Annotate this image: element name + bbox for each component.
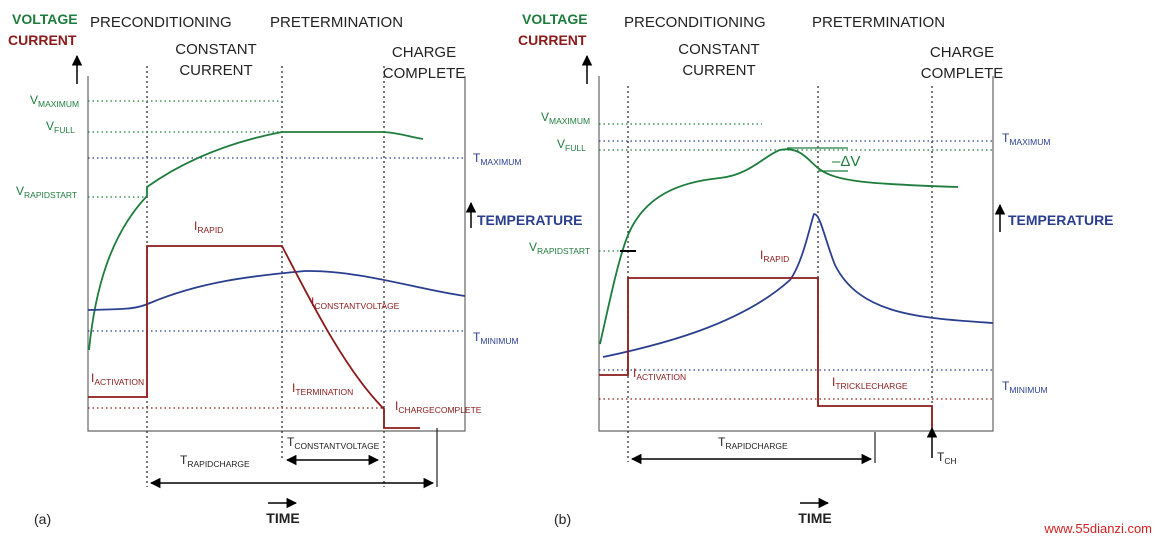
i-activation-label: IACTIVATION <box>91 371 144 387</box>
v-maximum-label: VMAXIMUM <box>541 110 590 126</box>
current-curve <box>88 245 420 429</box>
voltage-axis-label: VOLTAGE <box>522 11 588 27</box>
t-constantvoltage-label: TCONSTANTVOLTAGE <box>287 435 380 451</box>
v-maximum-label: VMAXIMUM <box>30 93 79 109</box>
delta-v-label: –ΔV <box>832 153 860 170</box>
t-rapidcharge-label: TRAPIDCHARGE <box>718 435 788 451</box>
voltage-curve <box>88 131 424 351</box>
phase-constant-current-line2: CURRENT <box>179 62 252 79</box>
t-maximum-label: TMAXIMUM <box>473 151 521 167</box>
temperature-axis-label: TEMPERATURE <box>1008 212 1114 228</box>
panel-b: VOLTAGE CURRENT PRECONDITIONING CONSTANT… <box>518 11 1114 527</box>
t-ch-label: TCH <box>937 450 957 466</box>
t-minimum-label: TMINIMUM <box>1002 379 1048 395</box>
phase-constant-current-line1: CONSTANT <box>678 41 759 58</box>
panel-a: VOLTAGE CURRENT PRECONDITIONING CONSTANT… <box>8 11 583 527</box>
i-rapid-label: IRAPID <box>194 219 223 235</box>
panel-a-label: (a) <box>34 511 51 527</box>
i-chargecomplete-label: ICHARGECOMPLETE <box>395 399 482 415</box>
phase-constant-current-line2: CURRENT <box>682 62 755 79</box>
phase-preconditioning: PRECONDITIONING <box>624 14 766 31</box>
phase-charge-complete-line1: CHARGE <box>930 44 994 61</box>
current-axis-label: CURRENT <box>8 32 77 48</box>
v-full-label: VFULL <box>557 137 586 153</box>
t-maximum-label: TMAXIMUM <box>1002 131 1050 147</box>
phase-charge-complete-line2: COMPLETE <box>383 65 466 82</box>
i-tricklecharge-label: ITRICKLECHARGE <box>832 375 908 391</box>
v-rapidstart-label: VRAPIDSTART <box>529 240 590 256</box>
temperature-curve <box>602 213 994 358</box>
plot-frame <box>598 76 994 432</box>
time-axis-label: TIME <box>798 510 831 526</box>
i-activation-label: IACTIVATION <box>633 366 686 382</box>
t-rapidcharge-label: TRAPIDCHARGE <box>180 453 250 469</box>
voltage-curve <box>599 148 959 345</box>
current-curve <box>599 277 933 428</box>
watermark: www.55dianzi.com <box>1043 521 1152 536</box>
phase-preconditioning: PRECONDITIONING <box>90 14 232 31</box>
time-axis-label: TIME <box>266 510 299 526</box>
current-axis-label: CURRENT <box>518 32 587 48</box>
t-minimum-label: TMINIMUM <box>473 330 519 346</box>
phase-charge-complete-line1: CHARGE <box>392 44 456 61</box>
phase-pretermination: PRETERMINATION <box>270 14 403 31</box>
v-full-label: VFULL <box>46 119 75 135</box>
voltage-axis-label: VOLTAGE <box>12 11 78 27</box>
v-rapidstart-label: VRAPIDSTART <box>16 184 77 200</box>
panel-b-label: (b) <box>554 511 571 527</box>
temperature-curve <box>87 270 466 311</box>
plot-frame <box>87 76 466 432</box>
phase-constant-current-line1: CONSTANT <box>175 41 256 58</box>
phase-charge-complete-line2: COMPLETE <box>921 65 1004 82</box>
temperature-axis-label: TEMPERATURE <box>477 212 583 228</box>
i-rapid-label: IRAPID <box>760 248 789 264</box>
i-constantvoltage-label: ICONSTANTVOLTAGE <box>311 295 400 311</box>
phase-pretermination: PRETERMINATION <box>812 14 945 31</box>
i-termination-label: ITERMINATION <box>292 381 353 397</box>
